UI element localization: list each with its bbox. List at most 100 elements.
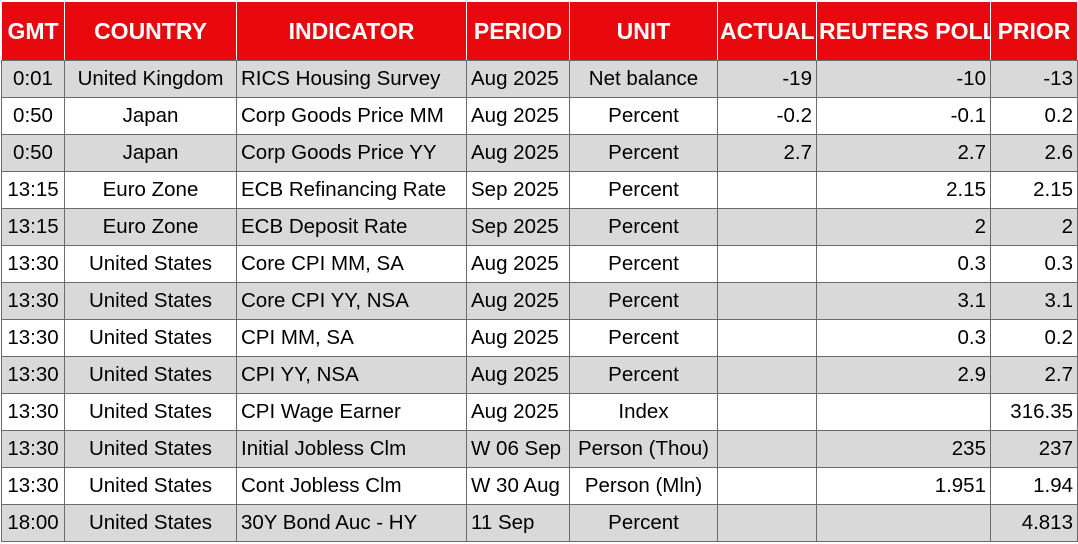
cell-gmt: 0:50 — [1, 97, 65, 135]
cell-indicator: Initial Jobless Clm — [236, 430, 467, 468]
cell-reuters-poll: 2 — [816, 208, 991, 246]
cell-actual — [717, 319, 817, 357]
cell-prior: 0.3 — [990, 245, 1078, 283]
cell-actual: -19 — [717, 60, 817, 98]
cell-country: United States — [64, 319, 237, 357]
cell-actual: -0.2 — [717, 97, 817, 135]
header-prior: PRIOR — [990, 1, 1078, 61]
cell-indicator: CPI YY, NSA — [236, 356, 467, 394]
cell-prior: 2 — [990, 208, 1078, 246]
cell-country: United States — [64, 430, 237, 468]
cell-gmt: 18:00 — [1, 504, 65, 542]
cell-gmt: 13:30 — [1, 282, 65, 320]
cell-period: Aug 2025 — [466, 60, 570, 98]
cell-prior: 237 — [990, 430, 1078, 468]
table-row: 13:30 United States Core CPI YY, NSA Aug 20… — [1, 282, 1078, 320]
cell-prior: 1.94 — [990, 467, 1078, 505]
cell-period: Aug 2025 — [466, 134, 570, 172]
cell-indicator: CPI MM, SA — [236, 319, 467, 357]
cell-country: United States — [64, 356, 237, 394]
cell-reuters-poll — [816, 393, 991, 431]
table-row: 13:30 United States CPI Wage Earner Aug 202… — [1, 393, 1078, 431]
cell-reuters-poll: -0.1 — [816, 97, 991, 135]
cell-unit: Percent — [569, 245, 718, 283]
cell-reuters-poll — [816, 504, 991, 542]
table-row: 13:30 United States Cont Jobless Clm W 30 A… — [1, 467, 1078, 505]
table-body: 0:01 United Kingdom RICS Housing Survey Aug… — [1, 60, 1078, 542]
cell-reuters-poll: -10 — [816, 60, 991, 98]
header-row: GMT COUNTRY INDICATOR PERIOD UNIT ACTUAL… — [1, 1, 1078, 61]
cell-gmt: 0:01 — [1, 60, 65, 98]
cell-prior: 2.7 — [990, 356, 1078, 394]
table-row: 13:30 United States Core CPI MM, SA Aug 202… — [1, 245, 1078, 283]
cell-period: Aug 2025 — [466, 356, 570, 394]
table-row: 0:50 Japan Corp Goods Price YY Aug 2025 Perc… — [1, 134, 1078, 172]
cell-gmt: 13:30 — [1, 319, 65, 357]
header-gmt: GMT — [1, 1, 65, 61]
header-indicator: INDICATOR — [236, 1, 467, 61]
cell-period: 11 Sep — [466, 504, 570, 542]
cell-actual: 2.7 — [717, 134, 817, 172]
cell-actual — [717, 504, 817, 542]
cell-prior: 0.2 — [990, 319, 1078, 357]
cell-indicator: 30Y Bond Auc - HY — [236, 504, 467, 542]
cell-country: United States — [64, 467, 237, 505]
cell-country: United Kingdom — [64, 60, 237, 98]
cell-actual — [717, 467, 817, 505]
cell-reuters-poll: 0.3 — [816, 245, 991, 283]
cell-actual — [717, 393, 817, 431]
cell-gmt: 13:15 — [1, 171, 65, 209]
cell-reuters-poll: 3.1 — [816, 282, 991, 320]
cell-country: Euro Zone — [64, 208, 237, 246]
cell-gmt: 13:15 — [1, 208, 65, 246]
cell-prior: 4.813 — [990, 504, 1078, 542]
cell-prior: 2.6 — [990, 134, 1078, 172]
cell-period: Aug 2025 — [466, 282, 570, 320]
cell-indicator: ECB Deposit Rate — [236, 208, 467, 246]
cell-indicator: Cont Jobless Clm — [236, 467, 467, 505]
cell-country: United States — [64, 282, 237, 320]
cell-actual — [717, 245, 817, 283]
cell-country: United States — [64, 393, 237, 431]
cell-period: Aug 2025 — [466, 319, 570, 357]
cell-period: W 06 Sep — [466, 430, 570, 468]
header-period: PERIOD — [466, 1, 570, 61]
cell-indicator: CPI Wage Earner — [236, 393, 467, 431]
cell-unit: Person (Thou) — [569, 430, 718, 468]
cell-indicator: Corp Goods Price YY — [236, 134, 467, 172]
cell-unit: Percent — [569, 319, 718, 357]
cell-period: Aug 2025 — [466, 97, 570, 135]
cell-country: United States — [64, 245, 237, 283]
cell-unit: Percent — [569, 97, 718, 135]
table-row: 13:15 Euro Zone ECB Deposit Rate Sep 2025 Pe… — [1, 208, 1078, 246]
table-row: 13:30 United States CPI MM, SA Aug 2025 Perc… — [1, 319, 1078, 357]
cell-unit: Percent — [569, 282, 718, 320]
cell-actual — [717, 356, 817, 394]
cell-gmt: 13:30 — [1, 430, 65, 468]
cell-prior: 2.15 — [990, 171, 1078, 209]
header-country: COUNTRY — [64, 1, 237, 61]
cell-reuters-poll: 2.15 — [816, 171, 991, 209]
table-row: 13:15 Euro Zone ECB Refinancing Rate Sep 20… — [1, 171, 1078, 209]
cell-actual — [717, 171, 817, 209]
cell-unit: Percent — [569, 208, 718, 246]
header-reuters-poll: REUTERS POLL — [816, 1, 991, 61]
cell-indicator: Corp Goods Price MM — [236, 97, 467, 135]
cell-prior: 3.1 — [990, 282, 1078, 320]
cell-unit: Percent — [569, 356, 718, 394]
cell-gmt: 13:30 — [1, 467, 65, 505]
cell-reuters-poll: 2.7 — [816, 134, 991, 172]
cell-indicator: Core CPI MM, SA — [236, 245, 467, 283]
cell-reuters-poll: 0.3 — [816, 319, 991, 357]
cell-actual — [717, 430, 817, 468]
cell-country: United States — [64, 504, 237, 542]
table-row: 0:50 Japan Corp Goods Price MM Aug 2025 Perc… — [1, 97, 1078, 135]
cell-gmt: 0:50 — [1, 134, 65, 172]
cell-unit: Net balance — [569, 60, 718, 98]
cell-period: Aug 2025 — [466, 393, 570, 431]
cell-unit: Percent — [569, 171, 718, 209]
cell-reuters-poll: 235 — [816, 430, 991, 468]
header-actual: ACTUAL — [717, 1, 817, 61]
cell-actual — [717, 208, 817, 246]
